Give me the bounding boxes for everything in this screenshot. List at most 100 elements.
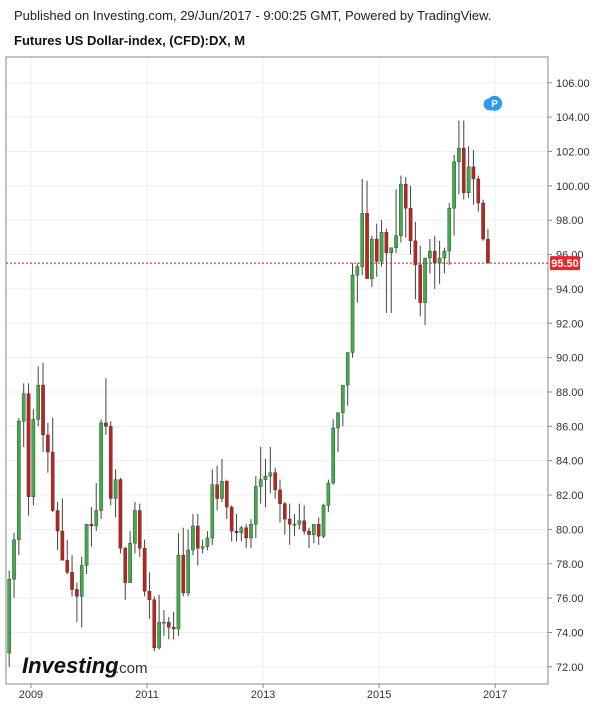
candle-body	[94, 510, 99, 527]
candle-body	[394, 235, 398, 248]
candle-body	[70, 572, 74, 590]
y-tick-label: 88.00	[556, 387, 584, 399]
candle-body	[46, 434, 50, 453]
candle-body	[437, 257, 442, 264]
candle-body	[374, 238, 379, 262]
candle-body	[128, 542, 132, 583]
candle-body	[108, 426, 113, 499]
candle-body	[457, 147, 461, 162]
candle-body	[79, 565, 84, 597]
candle-body	[452, 161, 456, 209]
candle-body	[113, 479, 118, 499]
candle-body	[84, 524, 89, 566]
chart-grid	[6, 57, 548, 684]
candle-body	[350, 274, 355, 353]
x-axis: 2009 2011 2013 2015 2017	[19, 684, 507, 701]
candle-body	[302, 520, 306, 532]
candle-body	[157, 621, 161, 649]
candle-body	[239, 527, 244, 534]
candle-body	[432, 250, 437, 264]
candle-body	[41, 384, 45, 436]
y-tick-label: 90.00	[556, 353, 584, 365]
candle-body	[123, 548, 128, 583]
candle-body	[17, 420, 21, 540]
y-tick-label: 92.00	[556, 318, 584, 330]
candle-body	[331, 427, 335, 484]
y-tick-label: 98.00	[556, 215, 584, 227]
last-price-label: 95.50	[551, 258, 579, 270]
candle-body	[75, 589, 79, 597]
candle-body	[210, 484, 215, 539]
candle-body	[249, 524, 253, 539]
y-tick-label: 86.00	[556, 421, 584, 433]
event-marker-circle	[487, 95, 503, 111]
candle-body	[408, 207, 413, 242]
candle-body	[258, 479, 263, 487]
candle-body	[268, 472, 273, 477]
candle-body	[26, 393, 31, 497]
candle-body	[118, 479, 123, 549]
candle-body	[244, 527, 248, 539]
candle-body	[326, 482, 331, 506]
candle-body	[99, 422, 103, 511]
candle-body	[283, 503, 287, 520]
y-tick-label: 74.00	[556, 627, 584, 639]
candle-body	[297, 520, 302, 525]
candle-body	[152, 599, 157, 649]
candle-body	[442, 250, 447, 259]
candle-body	[379, 232, 384, 262]
candle-body	[137, 510, 142, 549]
candle-body	[423, 257, 427, 303]
candle-body	[147, 591, 152, 601]
candle-body	[195, 525, 200, 549]
candle-body	[31, 419, 36, 497]
candle-body	[220, 481, 224, 499]
candle-body	[171, 627, 176, 630]
candle-body	[316, 524, 321, 537]
candle-body	[60, 530, 65, 561]
candle-body	[384, 232, 389, 254]
candle-body	[104, 422, 108, 427]
y-tick-label: 84.00	[556, 456, 584, 468]
y-tick-label: 102.00	[556, 146, 590, 158]
candle-body	[481, 202, 485, 240]
candle-body	[345, 352, 350, 386]
candle-body	[307, 530, 311, 535]
candle-body	[389, 247, 394, 254]
candle-body	[55, 510, 60, 532]
candle-body	[278, 489, 282, 504]
candle-body	[413, 240, 418, 266]
candle-body	[215, 484, 219, 499]
y-tick-label: 76.00	[556, 593, 584, 605]
candle-body	[287, 518, 292, 525]
candle-body	[181, 554, 186, 594]
candle-body	[418, 264, 423, 303]
candle-body	[321, 505, 326, 537]
candle-body	[50, 451, 55, 511]
event-marker-label: P	[491, 99, 498, 110]
candle-body	[471, 166, 476, 180]
y-tick-label: 94.00	[556, 284, 584, 296]
y-tick-label: 80.00	[556, 524, 584, 536]
candle-body	[166, 621, 171, 628]
candle-body	[312, 524, 316, 535]
candle-body	[370, 238, 374, 279]
candle-body	[89, 524, 94, 527]
y-axis: 72.00 74.00 76.00 78.00 80.00 82.00 84.00 86.00…	[548, 78, 590, 674]
y-tick-label: 78.00	[556, 559, 584, 571]
event-marker-p[interactable]: P	[483, 95, 503, 111]
candle-body	[205, 537, 210, 547]
candle-body	[200, 546, 205, 549]
candle-body	[461, 147, 466, 193]
candle-body	[186, 549, 190, 594]
logo-suffix: .com	[115, 660, 148, 677]
x-tick-label: 2017	[483, 689, 507, 701]
y-tick-label: 100.00	[556, 181, 590, 193]
candle-body	[263, 475, 268, 480]
candle-body	[336, 412, 340, 429]
candle-body	[292, 524, 297, 526]
candle-body	[273, 472, 277, 491]
y-tick-label: 106.00	[556, 78, 590, 90]
candle-body	[133, 510, 137, 544]
